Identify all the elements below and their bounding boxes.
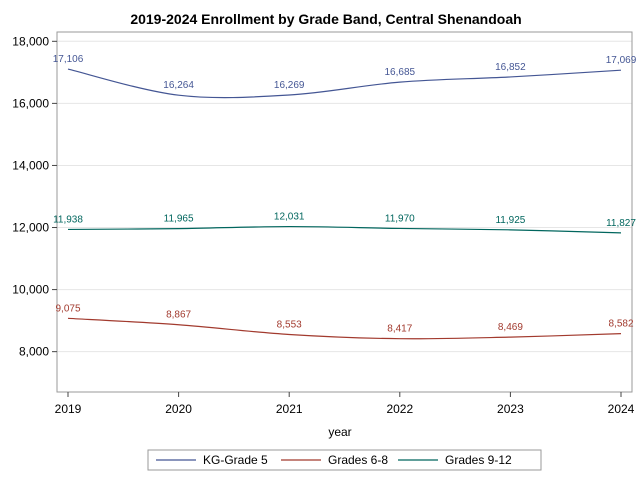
- data-label: 11,827: [606, 218, 636, 229]
- data-label: 16,269: [274, 80, 305, 91]
- legend-box: [147, 449, 542, 471]
- data-label: 16,852: [495, 62, 526, 73]
- y-tick-label: 10,000: [12, 283, 49, 297]
- data-label: 11,965: [164, 214, 194, 225]
- data-label: 11,925: [495, 215, 525, 226]
- plot-frame: [56, 31, 633, 393]
- y-tick-label: 18,000: [12, 34, 49, 48]
- x-tick-label: 2019: [55, 402, 82, 416]
- grid-lines: [57, 40, 632, 353]
- data-labels: 17,106 16,264 16,269 16,685 16,852 17,069 9,07…: [53, 54, 637, 335]
- y-tick-label: 14,000: [12, 158, 49, 172]
- x-axis: 2019 2020 2021 2022 2023 2024: [55, 392, 635, 416]
- data-label: 8,867: [166, 310, 191, 321]
- legend-label: KG-Grade 5: [203, 453, 268, 467]
- data-label: 8,582: [608, 319, 633, 330]
- x-tick-label: 2024: [608, 402, 635, 416]
- x-tick-label: 2021: [276, 402, 303, 416]
- data-label: 16,685: [385, 67, 416, 78]
- legend-label: Grades 9-12: [445, 453, 512, 467]
- y-tick-label: 16,000: [12, 96, 49, 110]
- x-tick-label: 2020: [165, 402, 192, 416]
- y-tick-label: 8,000: [19, 345, 49, 359]
- data-label: 8,469: [498, 322, 523, 333]
- data-label: 11,970: [385, 213, 415, 224]
- data-label: 11,938: [53, 214, 83, 225]
- data-label: 9,075: [55, 303, 80, 314]
- data-label: 8,417: [387, 324, 412, 335]
- data-label: 12,031: [274, 212, 305, 223]
- data-label: 8,553: [277, 319, 302, 330]
- x-axis-label: year: [328, 425, 351, 439]
- data-label: 17,069: [606, 55, 637, 66]
- series-lines: [67, 68, 622, 340]
- chart-title: 2019-2024 Enrollment by Grade Band, Cent…: [130, 11, 521, 27]
- series-line: [67, 68, 622, 99]
- series-line: [67, 317, 622, 340]
- y-tick-label: 12,000: [12, 221, 49, 235]
- series-line: [67, 225, 622, 234]
- y-axis: 8,000 10,000 12,000 14,000 16,000 18,000: [12, 34, 57, 359]
- legend: KG-Grade 5 Grades 6-8 Grades 9-12: [147, 449, 542, 471]
- data-label: 16,264: [163, 80, 194, 91]
- legend-label: Grades 6-8: [328, 453, 388, 467]
- x-tick-label: 2023: [497, 402, 524, 416]
- x-tick-label: 2022: [386, 402, 413, 416]
- data-label: 17,106: [53, 54, 84, 65]
